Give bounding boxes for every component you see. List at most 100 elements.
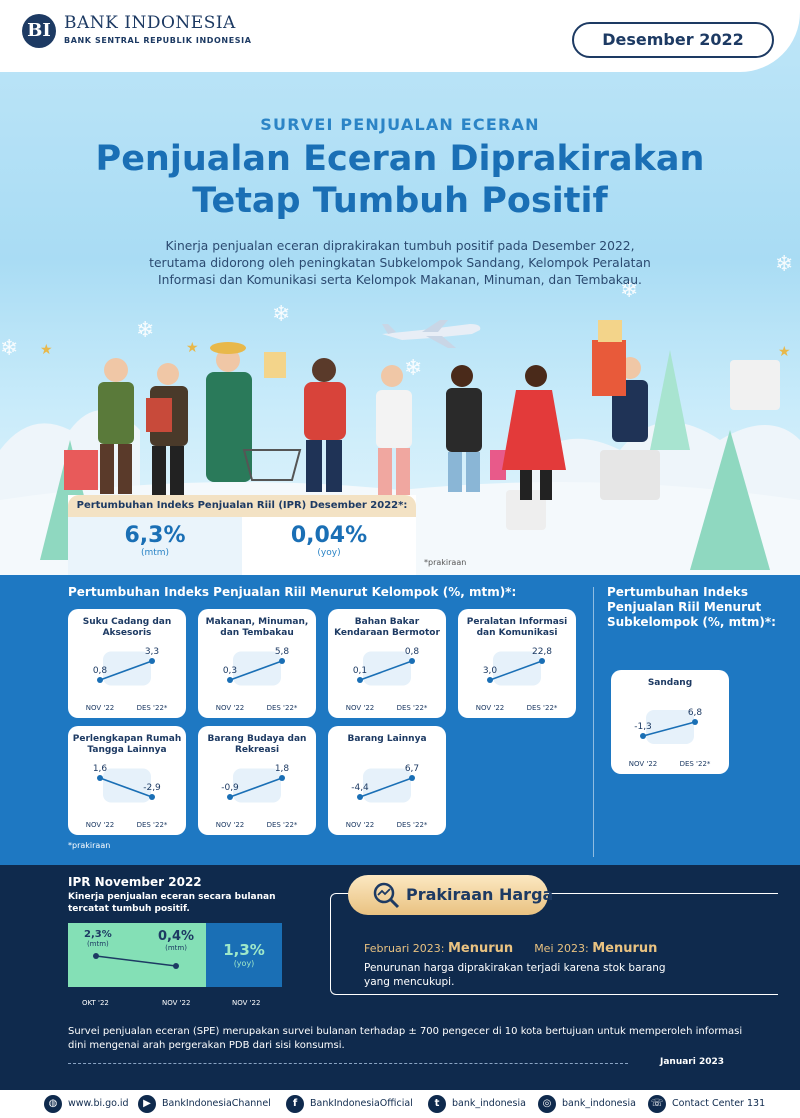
shopping-bag-icon bbox=[363, 768, 411, 803]
group-card: Barang Budaya dan Rekreasi -0,9 1,8 NOV '22… bbox=[198, 726, 316, 835]
nov-value-label: -0,9 bbox=[221, 783, 239, 793]
ipr-yoy-value: 0,04% bbox=[290, 523, 368, 548]
group-section-title: Pertumbuhan Indeks Penjualan Riil Menuru… bbox=[68, 585, 517, 599]
x-label-des: DES '22* bbox=[137, 821, 168, 829]
issue-date: Desember 2022 bbox=[572, 22, 774, 58]
card-title: Barang Lainnya bbox=[347, 734, 427, 744]
utensils-icon bbox=[233, 651, 281, 686]
x-label-des: DES '22* bbox=[397, 821, 428, 829]
group-card: Peralatan Informasi dan Komunikasi 3,0 22,… bbox=[458, 609, 576, 718]
nov-value-label: 0,3 bbox=[223, 666, 237, 676]
nov-point bbox=[357, 794, 363, 800]
x-label-des: DES '22* bbox=[137, 704, 168, 712]
footer: ◍ www.bi.go.id ▶ BankIndonesiaChannel f … bbox=[0, 1090, 800, 1118]
plant-pot-icon bbox=[103, 768, 151, 803]
des-point bbox=[692, 719, 698, 725]
nov-label: 0,4% (mtm) bbox=[158, 929, 194, 952]
axis-label-okt: OKT '22 bbox=[82, 999, 109, 1007]
footer-twitter-text: bank_indonesia bbox=[452, 1098, 526, 1109]
nov-point bbox=[97, 677, 103, 683]
airplane-icon bbox=[382, 320, 481, 348]
dashed-divider bbox=[68, 1063, 628, 1064]
x-label-des: DES '22* bbox=[680, 760, 711, 768]
ipr-yoy-unit: (yoy) bbox=[317, 548, 341, 558]
des-point bbox=[409, 775, 415, 781]
card-title: Bahan Bakar Kendaraan Bermotor bbox=[334, 617, 440, 638]
x-label-nov: NOV '22 bbox=[346, 821, 374, 829]
card-title: Peralatan Informasi dan Komunikasi bbox=[466, 617, 568, 638]
trend-line bbox=[229, 777, 283, 798]
feb-label: Februari 2023: bbox=[364, 942, 445, 955]
snowflake-icon: ❄ bbox=[136, 318, 155, 343]
nov-point bbox=[173, 963, 179, 969]
november-description: Kinerja penjualan eceran secara bulanan … bbox=[68, 892, 276, 914]
card-mini-chart: 0,3 5,8 NOV '22 DES '22* bbox=[216, 647, 298, 712]
nov-value-label: -4,4 bbox=[351, 783, 369, 793]
nov-value-label: 1,6 bbox=[93, 764, 108, 774]
okt-label: 2,3% (mtm) bbox=[84, 929, 112, 948]
x-label-nov: NOV '22 bbox=[86, 704, 114, 712]
group-forecast-note: *prakiraan bbox=[68, 841, 111, 850]
footer-youtube-text: BankIndonesiaChannel bbox=[162, 1098, 271, 1109]
survey-kicker: SURVEI PENJUALAN ECERAN bbox=[260, 115, 540, 134]
card-mini-chart: 3,0 22,8 NOV '22 DES '22* bbox=[476, 647, 558, 712]
group-card: Makanan, Minuman, dan Tembakau 0,3 5,8 NOV … bbox=[198, 609, 316, 718]
x-label-nov: NOV '22 bbox=[216, 821, 244, 829]
mei-label: Mei 2023: bbox=[534, 942, 589, 955]
card-mini-chart: -0,9 1,8 NOV '22 DES '22* bbox=[216, 764, 298, 829]
nov-value-label: -1,3 bbox=[634, 722, 652, 732]
magnifier-chart-icon bbox=[373, 882, 400, 909]
des-point bbox=[279, 775, 285, 781]
feb-value: Menurun bbox=[448, 941, 514, 956]
x-label-nov: NOV '22 bbox=[629, 760, 657, 768]
group-card: Sandang -1,3 6,8 NOV '22 DES '22* bbox=[611, 670, 729, 774]
title-line-1: Penjualan Eceran Diprakirakan bbox=[95, 139, 705, 179]
november-title: IPR November 2022 bbox=[68, 875, 202, 889]
des-value-label: 0,8 bbox=[405, 647, 420, 657]
des-value-label: 3,3 bbox=[145, 647, 159, 657]
x-label-des: DES '22* bbox=[527, 704, 558, 712]
des-value-label: -2,9 bbox=[143, 783, 161, 793]
phone-icon: ☏ bbox=[648, 1095, 666, 1113]
section-divider bbox=[593, 587, 594, 857]
nov-point bbox=[227, 794, 233, 800]
yoy-unit: (yoy) bbox=[233, 959, 255, 968]
trend-line bbox=[489, 660, 543, 681]
issue-month: Januari 2023 bbox=[659, 1057, 724, 1067]
trend-line bbox=[99, 660, 153, 681]
footer-instagram-text: bank_indonesia bbox=[562, 1098, 636, 1109]
des-point bbox=[149, 794, 155, 800]
youtube-icon: ▶ bbox=[138, 1095, 156, 1113]
subgroup-section-title: Pertumbuhan Indeks Penjualan Riil Menuru… bbox=[607, 585, 776, 629]
yoy-panel: 1,3% (yoy) bbox=[206, 923, 282, 987]
card-title: Makanan, Minuman, dan Tembakau bbox=[205, 617, 309, 638]
group-growth-section: Pertumbuhan Indeks Penjualan Riil Menuru… bbox=[0, 575, 800, 865]
page-title: Penjualan Eceran Diprakirakan Tetap Tumb… bbox=[0, 138, 800, 222]
yoy-value: 1,3% bbox=[223, 941, 265, 959]
des-point bbox=[409, 658, 415, 664]
nov-value-label: 0,8 bbox=[93, 666, 108, 676]
x-label-nov: NOV '22 bbox=[476, 704, 504, 712]
footer-facebook-text: BankIndonesiaOfficial bbox=[310, 1098, 413, 1109]
lead-paragraph: Kinerja penjualan eceran diprakirakan tu… bbox=[149, 239, 651, 287]
nov-unit: (mtm) bbox=[165, 944, 187, 952]
price-forecast-months: Februari 2023: Menurun Mei 2023: Menurun bbox=[364, 941, 657, 956]
x-label-des: DES '22* bbox=[267, 821, 298, 829]
des-value-label: 6,8 bbox=[688, 708, 703, 718]
card-title: Barang Budaya dan Rekreasi bbox=[207, 734, 307, 755]
trend-line bbox=[359, 777, 413, 798]
des-point bbox=[279, 658, 285, 664]
instagram-icon: ◎ bbox=[538, 1095, 556, 1113]
shopper-figures bbox=[64, 320, 648, 502]
nov-point bbox=[357, 677, 363, 683]
axis-label-nov: NOV '22 bbox=[162, 999, 191, 1007]
okt-value: 2,3% bbox=[84, 929, 112, 940]
ipr-heading: Pertumbuhan Indeks Penjualan Riil (IPR) … bbox=[68, 495, 416, 517]
facebook-icon: f bbox=[286, 1095, 304, 1113]
des-value-label: 1,8 bbox=[275, 764, 290, 774]
card-mini-chart: -1,3 6,8 NOV '22 DES '22* bbox=[629, 708, 711, 768]
globe-icon: ◍ bbox=[44, 1095, 62, 1113]
trend-line bbox=[99, 777, 153, 798]
paint-icon bbox=[233, 768, 281, 803]
x-label-nov: NOV '22 bbox=[216, 704, 244, 712]
